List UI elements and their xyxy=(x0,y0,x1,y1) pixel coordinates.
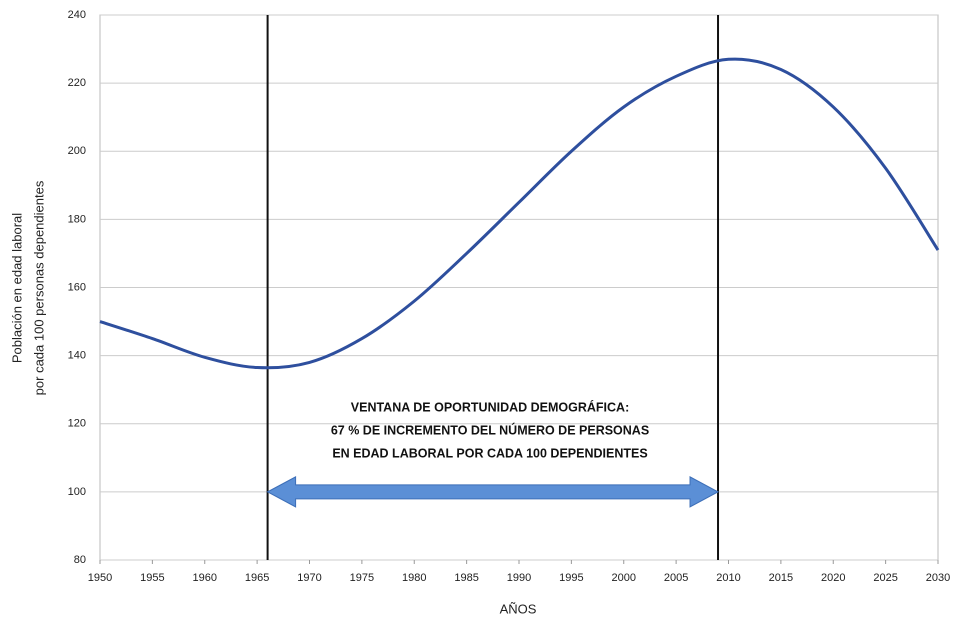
y-tick-label: 240 xyxy=(68,9,86,21)
x-tick-label: 2015 xyxy=(769,572,793,584)
x-tick-label: 1985 xyxy=(454,572,478,584)
y-tick-label: 140 xyxy=(68,350,86,362)
x-tick-label: 1995 xyxy=(559,572,583,584)
x-tick-label: 2025 xyxy=(873,572,897,584)
x-axis-label: AÑOS xyxy=(500,601,537,616)
y-tick-label: 160 xyxy=(68,281,86,293)
y-tick-label: 80 xyxy=(74,554,86,566)
x-tick-label: 1980 xyxy=(402,572,426,584)
y-axis-label-group: Población en edad laboral por cada 100 p… xyxy=(9,180,46,395)
y-axis-label: Población en edad laboral xyxy=(9,213,24,363)
y-tick-label: 200 xyxy=(68,145,86,157)
x-tick-label: 2020 xyxy=(821,572,845,584)
data-line xyxy=(99,57,940,370)
x-tick-label: 1950 xyxy=(88,572,112,584)
x-tick-label: 1965 xyxy=(245,572,269,584)
double-arrow xyxy=(266,476,720,508)
x-tick-label: 2005 xyxy=(664,572,688,584)
x-tick-label: 1990 xyxy=(507,572,531,584)
y-tick-label: 180 xyxy=(68,213,86,225)
annotation: EN EDAD LABORAL POR CADA 100 DEPENDIENTE… xyxy=(332,446,647,460)
y-tick-label: 120 xyxy=(68,418,86,430)
x-tick-label: 1970 xyxy=(297,572,321,584)
y-tick-label: 100 xyxy=(68,486,86,498)
annotation: 67 % DE INCREMENTO DEL NÚMERO DE PERSONA… xyxy=(331,422,649,437)
x-tick-label: 1975 xyxy=(350,572,374,584)
x-tick-label: 2010 xyxy=(716,572,740,584)
x-tick-label: 1960 xyxy=(193,572,217,584)
x-tick-label: 2000 xyxy=(612,572,636,584)
x-tick-label: 1955 xyxy=(140,572,164,584)
y-axis-label: por cada 100 personas dependientes xyxy=(31,180,46,395)
annotation: VENTANA DE OPORTUNIDAD DEMOGRÁFICA: xyxy=(351,399,629,414)
x-tick-label: 2030 xyxy=(926,572,950,584)
y-tick-label: 220 xyxy=(68,77,86,89)
